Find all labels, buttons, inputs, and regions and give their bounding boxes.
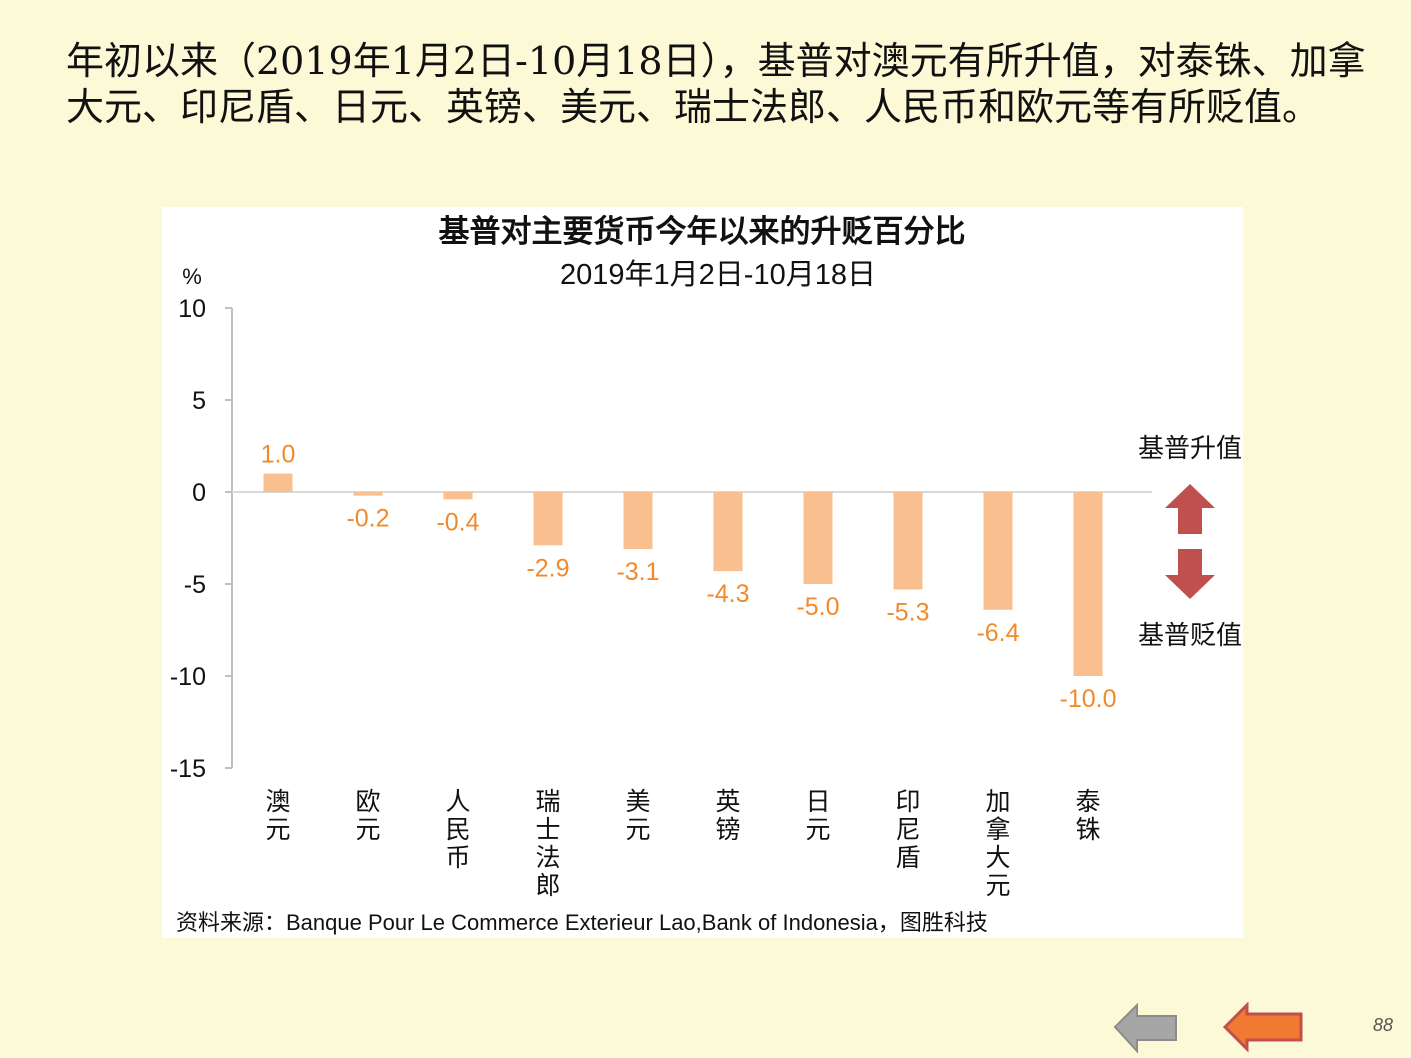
x-tick-label: 泰铢 bbox=[1075, 787, 1100, 844]
up-label: 基普升值 bbox=[1138, 434, 1242, 464]
x-tick-label: 印尼盾 bbox=[895, 787, 920, 872]
forward-arrow-button[interactable] bbox=[1222, 1002, 1306, 1056]
forward-arrow-icon bbox=[1222, 1002, 1303, 1053]
back-arrow-icon bbox=[1113, 1002, 1177, 1054]
x-tick-label: 澳元 bbox=[265, 787, 290, 844]
data-label: -0.4 bbox=[436, 508, 479, 536]
x-tick-label: 英镑 bbox=[715, 787, 740, 844]
up-arrow-icon bbox=[1165, 484, 1215, 534]
bar-欧元 bbox=[353, 492, 383, 496]
data-label: -5.0 bbox=[796, 593, 839, 621]
bar-加拿大元 bbox=[983, 492, 1013, 610]
data-label: -4.3 bbox=[706, 580, 749, 608]
bar-瑞士法郎 bbox=[533, 492, 563, 546]
y-tick-label: 5 bbox=[192, 387, 206, 415]
data-label: -5.3 bbox=[886, 599, 929, 627]
y-tick-label: 10 bbox=[178, 295, 206, 323]
back-arrow-button[interactable] bbox=[1112, 1002, 1182, 1056]
x-tick-label: 欧元 bbox=[355, 787, 380, 844]
bar-印尼盾 bbox=[893, 492, 923, 590]
chart-title: 基普对主要货币今年以来的升贬百分比 bbox=[439, 214, 966, 249]
x-tick-label: 瑞士法郎 bbox=[535, 787, 560, 900]
bar-人民币 bbox=[443, 492, 473, 500]
bar-美元 bbox=[623, 492, 653, 550]
down-label: 基普贬值 bbox=[1138, 621, 1242, 651]
bar-chart: 基普对主要货币今年以来的升贬百分比 2019年1月2日-10月18日% 10 5 0 -5… bbox=[170, 214, 1242, 900]
bar-英镑 bbox=[713, 492, 743, 572]
chart-panel: 基普对主要货币今年以来的升贬百分比 2019年1月2日-10月18日% 10 5 0 -5… bbox=[162, 207, 1243, 938]
intro-paragraph: 年初以来（2019年1月2日-10月18日），基普对澳元有所升值，对泰铢、加拿大… bbox=[66, 39, 1366, 129]
down-arrow-icon bbox=[1165, 549, 1215, 599]
page-number: 88 bbox=[1372, 1015, 1393, 1035]
y-axis-label: % bbox=[182, 264, 202, 289]
chart-subtitle: 2019年1月2日-10月18日 bbox=[560, 258, 876, 291]
x-tick-label: 人民币 bbox=[445, 787, 470, 872]
y-tick-label: -5 bbox=[184, 571, 206, 599]
y-tick-label: 0 bbox=[192, 479, 206, 507]
x-tick-label: 日元 bbox=[805, 787, 830, 844]
data-label: -10.0 bbox=[1060, 685, 1117, 713]
data-label: -6.4 bbox=[976, 619, 1019, 647]
data-label: 1.0 bbox=[261, 441, 296, 469]
bar-澳元 bbox=[263, 473, 293, 492]
y-tick-label: -10 bbox=[170, 663, 206, 691]
source-note: 资料来源：Banque Pour Le Commerce Exterieur L… bbox=[176, 910, 988, 935]
data-label: -3.1 bbox=[616, 558, 659, 586]
x-tick-label: 加拿大元 bbox=[985, 787, 1010, 900]
bar-泰铢 bbox=[1073, 492, 1103, 676]
y-tick-label: -15 bbox=[170, 755, 206, 783]
data-label: -2.9 bbox=[526, 554, 569, 582]
data-label: -0.2 bbox=[346, 505, 389, 533]
x-tick-label: 美元 bbox=[625, 787, 650, 844]
bar-日元 bbox=[803, 492, 833, 584]
